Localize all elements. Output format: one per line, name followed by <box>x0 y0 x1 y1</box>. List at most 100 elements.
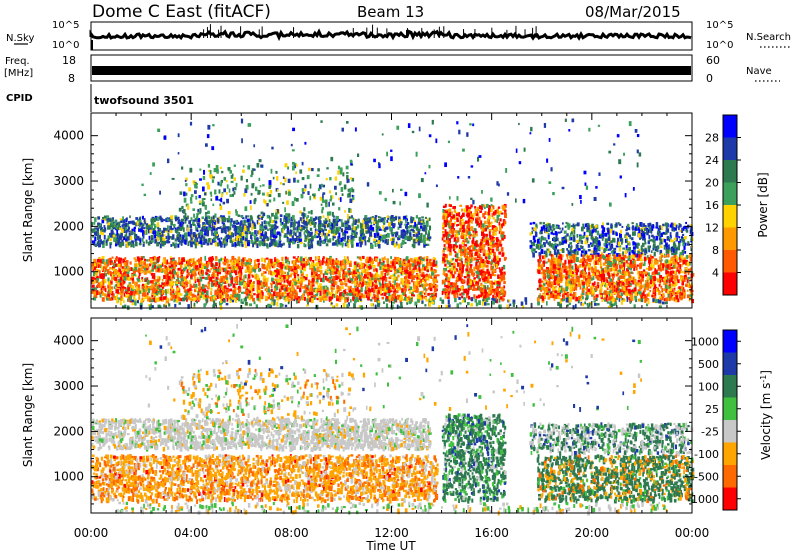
data-cell <box>391 262 395 267</box>
data-cell <box>257 189 260 193</box>
data-cell <box>121 241 125 247</box>
data-cell <box>183 197 187 203</box>
data-cell <box>154 279 157 282</box>
data-cell <box>206 182 210 185</box>
data-cell <box>262 234 266 240</box>
data-cell <box>339 167 343 172</box>
data-cell <box>428 273 431 279</box>
data-cell <box>390 227 394 231</box>
data-cell <box>218 199 221 202</box>
data-cell <box>267 259 271 265</box>
data-cell <box>453 293 456 299</box>
data-cell <box>375 228 379 234</box>
data-cell <box>225 180 228 183</box>
data-cell <box>376 272 379 277</box>
data-cell <box>406 222 410 225</box>
data-cell <box>107 258 110 264</box>
data-cell <box>336 230 339 234</box>
data-cell <box>447 276 451 282</box>
data-cell <box>432 292 436 295</box>
data-cell <box>166 239 169 244</box>
data-cell <box>295 296 299 301</box>
data-cell <box>388 297 391 303</box>
data-cell <box>388 222 391 227</box>
data-cell <box>202 270 205 275</box>
data-cell <box>226 184 229 189</box>
data-cell <box>331 283 334 287</box>
data-cell <box>379 235 382 241</box>
data-cell <box>143 218 146 223</box>
data-cell <box>236 235 238 241</box>
data-cell <box>133 273 136 276</box>
data-cell <box>143 267 147 273</box>
data-cell <box>103 262 107 266</box>
data-cell <box>127 228 130 232</box>
data-cell <box>287 274 291 278</box>
data-cell <box>117 240 120 246</box>
data-cell <box>126 217 128 221</box>
data-cell <box>267 288 270 293</box>
data-cell <box>190 258 193 263</box>
data-cell <box>370 221 373 225</box>
data-cell <box>162 236 164 241</box>
data-cell <box>400 278 404 282</box>
data-cell <box>286 238 290 243</box>
data-cell <box>384 277 388 282</box>
data-cell <box>109 223 111 228</box>
data-cell <box>122 216 124 221</box>
data-cell <box>154 288 157 293</box>
data-cell <box>218 295 221 298</box>
data-cell <box>453 268 456 274</box>
data-cell <box>205 215 208 220</box>
data-cell <box>303 276 306 279</box>
data-cell <box>373 294 377 300</box>
data-cell <box>321 295 325 301</box>
data-cell <box>288 268 290 272</box>
data-cell <box>167 262 171 265</box>
data-cell <box>271 288 273 293</box>
data-cell <box>320 277 323 282</box>
data-cell <box>348 263 352 267</box>
data-cell <box>171 258 175 262</box>
data-cell <box>138 237 142 241</box>
data-cell <box>286 279 289 284</box>
data-cell <box>284 177 287 183</box>
data-cell <box>359 222 362 228</box>
data-cell <box>207 227 210 231</box>
data-cell <box>101 228 105 232</box>
data-cell <box>299 210 302 214</box>
data-cell <box>149 240 153 244</box>
data-cell <box>235 220 238 223</box>
data-cell <box>322 258 324 262</box>
data-cell <box>146 285 149 290</box>
data-cell <box>259 298 261 303</box>
data-cell <box>276 263 280 268</box>
data-cell <box>387 265 390 270</box>
data-cell <box>210 291 213 296</box>
data-cell <box>235 225 238 231</box>
data-cell <box>299 265 302 271</box>
data-cell <box>330 195 333 201</box>
data-cell <box>237 262 241 266</box>
data-cell <box>475 248 477 251</box>
data-cell <box>164 269 167 275</box>
data-cell <box>201 288 205 293</box>
data-cell <box>187 204 190 210</box>
data-cell <box>188 220 191 224</box>
data-cell <box>179 191 183 195</box>
data-cell <box>330 276 333 279</box>
data-cell <box>151 237 154 240</box>
data-cell <box>390 230 393 235</box>
data-cell <box>133 291 136 296</box>
data-cell <box>125 232 128 237</box>
data-cell <box>434 257 437 260</box>
data-cell <box>179 236 182 241</box>
data-cell <box>416 259 420 263</box>
data-cell <box>405 257 407 262</box>
data-cell <box>210 216 213 221</box>
data-cell <box>106 215 110 218</box>
data-cell <box>122 286 125 289</box>
data-cell <box>367 226 371 229</box>
data-cell <box>126 276 130 281</box>
data-cell <box>400 271 404 275</box>
